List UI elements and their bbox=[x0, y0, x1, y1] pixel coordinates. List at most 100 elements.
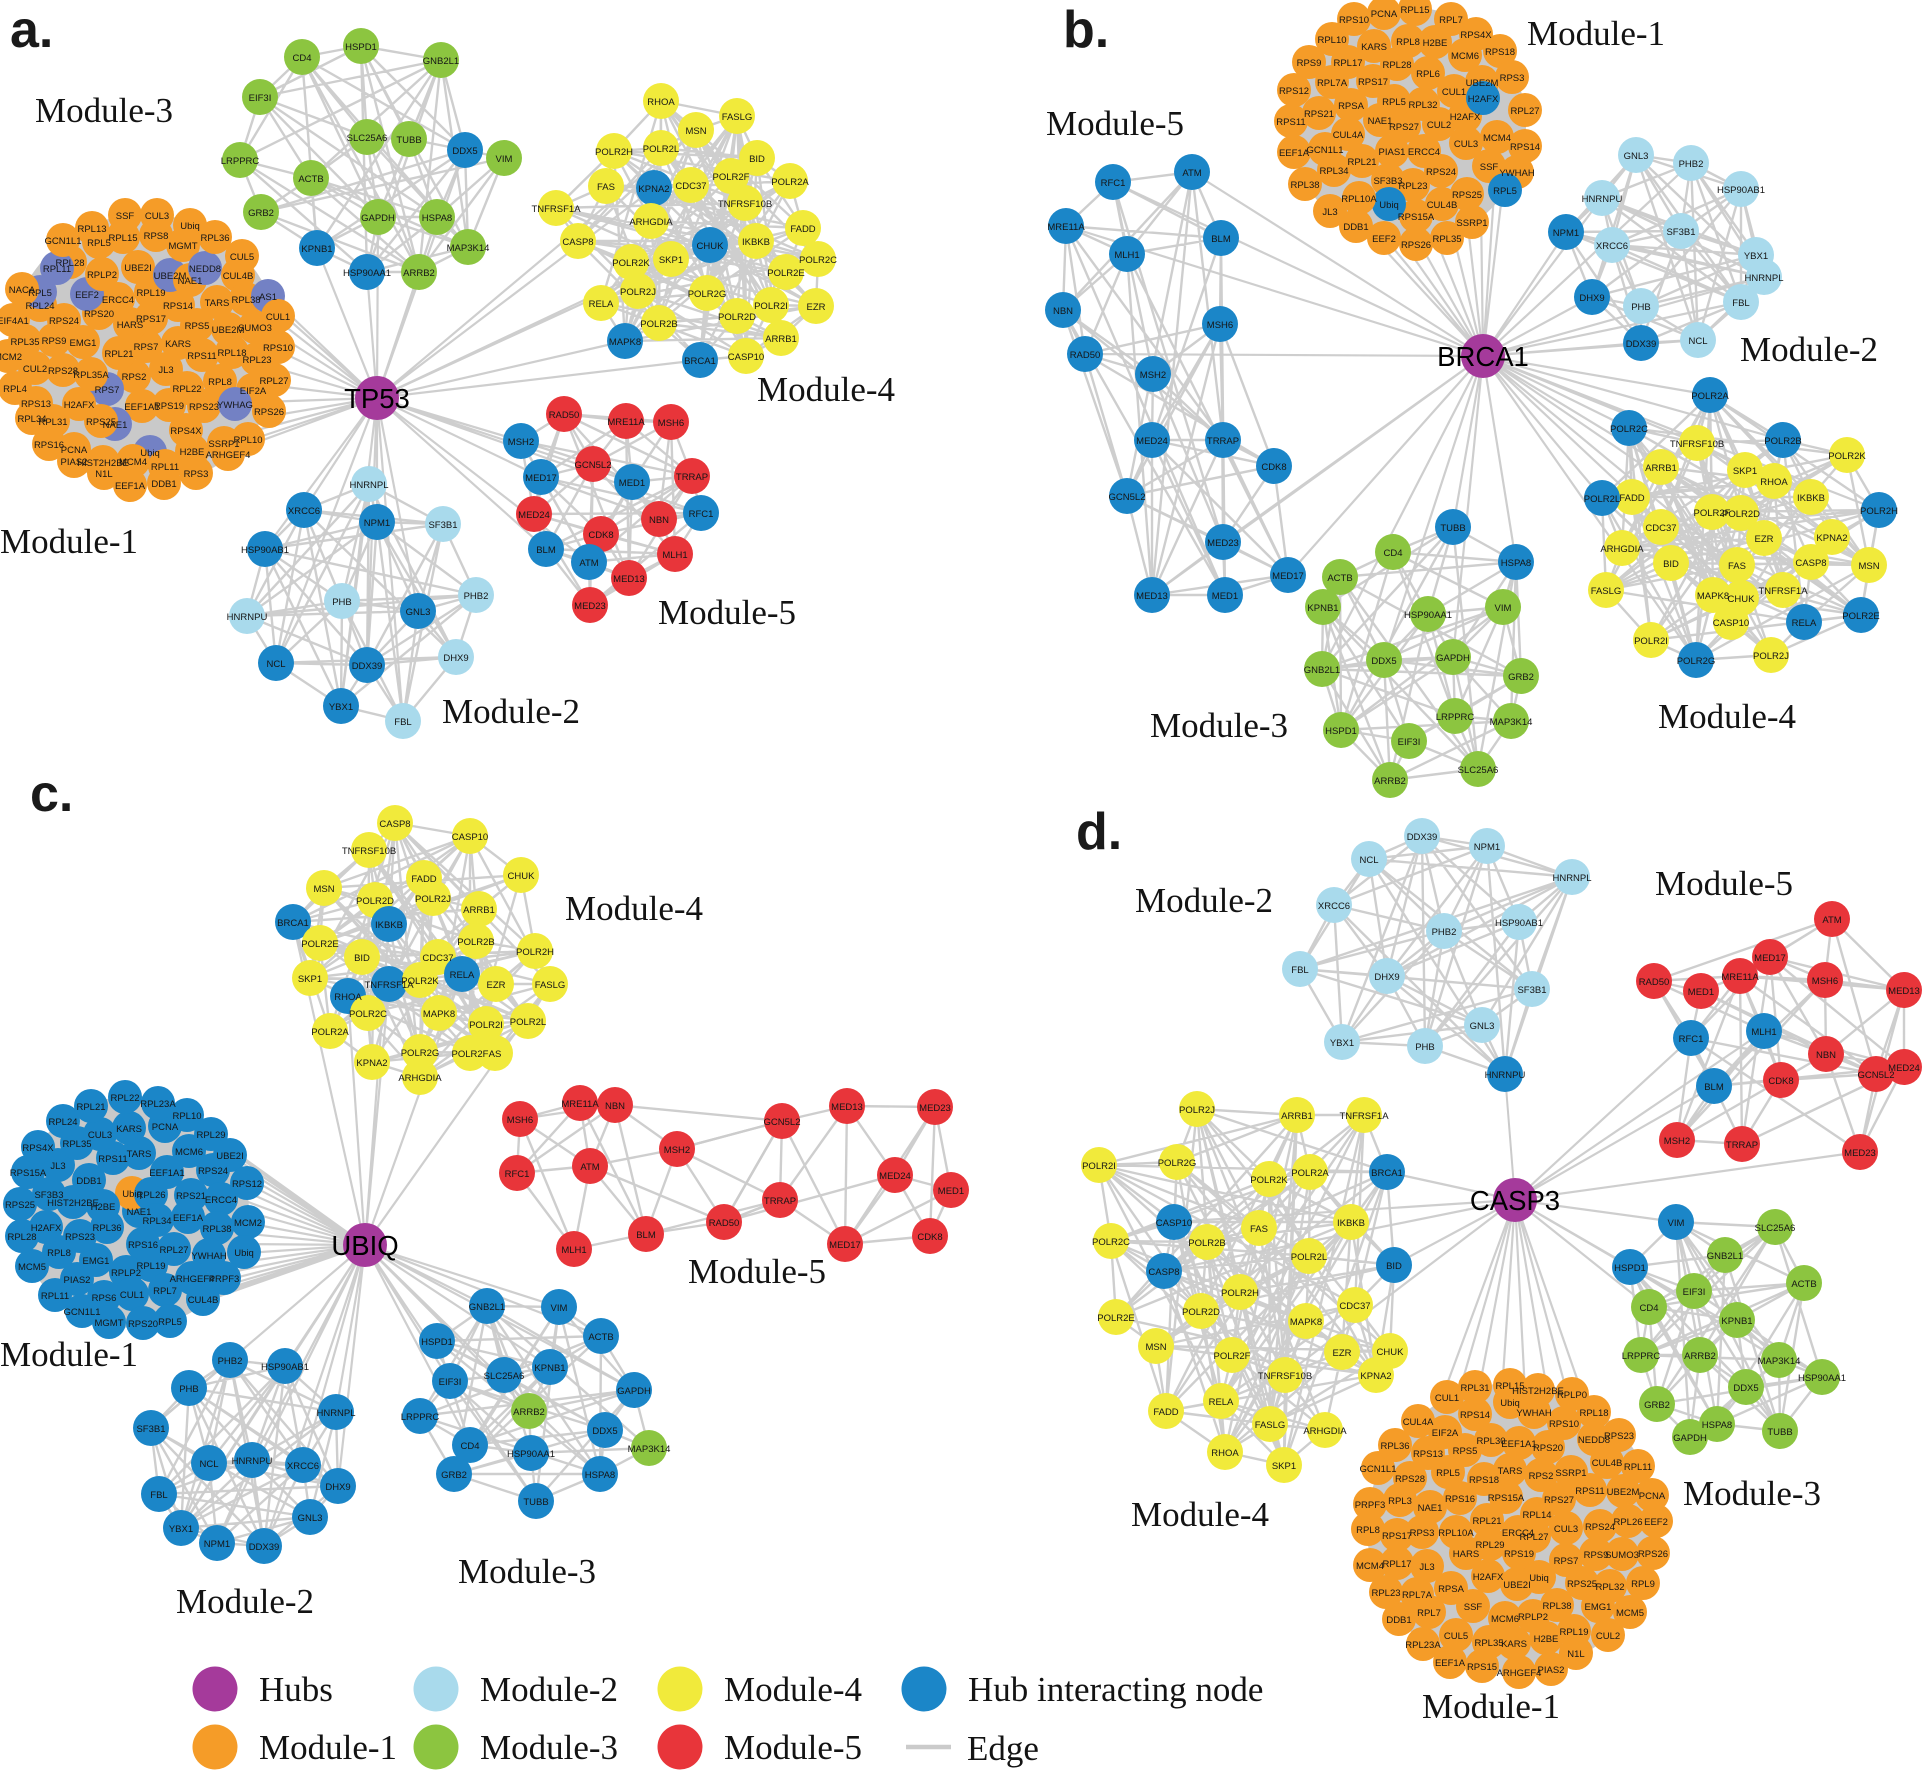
svg-text:TNFRSF10B: TNFRSF10B bbox=[342, 846, 396, 857]
svg-text:RPL29: RPL29 bbox=[196, 1130, 225, 1141]
svg-text:c.: c. bbox=[30, 765, 73, 823]
svg-text:UBE2M: UBE2M bbox=[212, 325, 245, 336]
svg-text:MED1: MED1 bbox=[1212, 591, 1238, 602]
svg-text:Module-5: Module-5 bbox=[688, 1252, 826, 1291]
svg-text:HIST2H2BE: HIST2H2BE bbox=[77, 458, 129, 469]
svg-text:HSP90AA1: HSP90AA1 bbox=[1404, 610, 1452, 621]
svg-text:HNRNPL: HNRNPL bbox=[1552, 873, 1591, 884]
svg-text:CASP10: CASP10 bbox=[1156, 1218, 1192, 1229]
svg-text:H2AFX: H2AFX bbox=[31, 1223, 62, 1234]
svg-text:HNRNPU: HNRNPU bbox=[232, 1456, 273, 1467]
svg-text:RPL18: RPL18 bbox=[1579, 1408, 1608, 1419]
svg-text:RPS26: RPS26 bbox=[254, 407, 284, 418]
svg-text:RPS15A: RPS15A bbox=[1488, 1493, 1525, 1504]
svg-text:EZR: EZR bbox=[1755, 534, 1774, 545]
svg-text:RPS3: RPS3 bbox=[1500, 73, 1525, 84]
svg-text:DDX5: DDX5 bbox=[592, 1426, 617, 1437]
svg-text:GCN5L2: GCN5L2 bbox=[1858, 1070, 1895, 1081]
svg-text:Ubiq: Ubiq bbox=[1500, 1398, 1520, 1409]
svg-text:MAP3K14: MAP3K14 bbox=[1758, 1356, 1801, 1367]
svg-text:MRE11A: MRE11A bbox=[607, 417, 645, 428]
svg-text:DHX9: DHX9 bbox=[1579, 293, 1604, 304]
svg-text:GCN1L1: GCN1L1 bbox=[1360, 1464, 1397, 1475]
svg-text:EEF1A: EEF1A bbox=[1279, 148, 1310, 159]
svg-text:LRPPRC: LRPPRC bbox=[1436, 712, 1475, 723]
svg-text:RPL11: RPL11 bbox=[151, 462, 179, 473]
svg-text:CASP8: CASP8 bbox=[562, 237, 593, 248]
svg-text:NCL: NCL bbox=[199, 1459, 218, 1470]
svg-text:SSF: SSF bbox=[116, 211, 135, 222]
svg-text:ARRB1: ARRB1 bbox=[1645, 463, 1677, 474]
svg-text:CD4: CD4 bbox=[292, 53, 311, 64]
svg-text:GAPDH: GAPDH bbox=[1436, 653, 1470, 664]
svg-text:RPL24: RPL24 bbox=[48, 1117, 77, 1128]
svg-text:VIM: VIM bbox=[1495, 603, 1512, 614]
svg-text:RAD50: RAD50 bbox=[549, 410, 580, 421]
svg-text:RPS27: RPS27 bbox=[1389, 122, 1419, 133]
svg-text:PHB2: PHB2 bbox=[218, 1356, 243, 1367]
svg-text:FADD: FADD bbox=[1619, 493, 1644, 504]
svg-text:GNL3: GNL3 bbox=[298, 1513, 323, 1524]
svg-text:PHB2: PHB2 bbox=[1679, 159, 1704, 170]
svg-text:RPS24: RPS24 bbox=[1585, 1522, 1615, 1533]
svg-text:POLR2L: POLR2L bbox=[510, 1017, 546, 1028]
svg-text:RPS11: RPS11 bbox=[1575, 1486, 1604, 1497]
svg-text:Module-4: Module-4 bbox=[1131, 1495, 1269, 1534]
svg-text:ARHGDIA: ARHGDIA bbox=[1600, 544, 1644, 555]
svg-text:Ubiq: Ubiq bbox=[180, 221, 200, 232]
svg-text:EIF4A1: EIF4A1 bbox=[0, 316, 29, 327]
svg-text:SF3B1: SF3B1 bbox=[136, 1424, 165, 1435]
svg-text:RPL21: RPL21 bbox=[104, 349, 133, 360]
svg-text:CUL4A: CUL4A bbox=[1403, 1417, 1434, 1428]
svg-text:LRPPRC: LRPPRC bbox=[221, 156, 260, 167]
svg-text:HARS: HARS bbox=[1453, 1549, 1479, 1560]
svg-text:MSN: MSN bbox=[685, 126, 706, 137]
svg-text:HSPA8: HSPA8 bbox=[422, 213, 452, 224]
svg-text:POLR2E: POLR2E bbox=[1097, 1313, 1135, 1324]
svg-text:MED13: MED13 bbox=[1888, 986, 1920, 997]
svg-text:HARS: HARS bbox=[117, 320, 143, 331]
svg-text:CUL2: CUL2 bbox=[23, 364, 47, 375]
svg-text:NAE1: NAE1 bbox=[178, 276, 203, 287]
svg-text:Module-2: Module-2 bbox=[176, 1582, 314, 1621]
svg-text:RPL34: RPL34 bbox=[142, 1216, 171, 1227]
svg-text:FBL: FBL bbox=[150, 1490, 167, 1501]
svg-text:RPS13: RPS13 bbox=[21, 399, 51, 410]
svg-text:RPL38: RPL38 bbox=[231, 295, 260, 306]
svg-text:CUL4A: CUL4A bbox=[1333, 130, 1364, 141]
svg-text:YBX1: YBX1 bbox=[1744, 251, 1768, 262]
svg-text:RPL11: RPL11 bbox=[41, 1291, 69, 1302]
svg-text:H2AFX: H2AFX bbox=[64, 400, 95, 411]
svg-text:RPS8: RPS8 bbox=[144, 231, 169, 242]
svg-text:ARRB1: ARRB1 bbox=[1281, 1111, 1313, 1122]
svg-text:POLR2D: POLR2D bbox=[1722, 509, 1760, 520]
svg-text:DDB1: DDB1 bbox=[151, 479, 176, 490]
svg-text:EEF1A1: EEF1A1 bbox=[1501, 1439, 1536, 1450]
svg-text:ARRB2: ARRB2 bbox=[1684, 1351, 1716, 1362]
svg-text:CUL3: CUL3 bbox=[1554, 1524, 1578, 1535]
svg-text:MCM4: MCM4 bbox=[119, 457, 147, 468]
svg-text:BID: BID bbox=[1386, 1261, 1402, 1272]
svg-text:HNRNPL: HNRNPL bbox=[1744, 273, 1783, 284]
svg-text:HSPD1: HSPD1 bbox=[1614, 1263, 1646, 1274]
svg-text:Module-2: Module-2 bbox=[1135, 881, 1273, 920]
svg-text:CUL4B: CUL4B bbox=[223, 271, 254, 282]
svg-text:MED13: MED13 bbox=[613, 574, 645, 585]
svg-text:EMG1: EMG1 bbox=[83, 1256, 110, 1267]
svg-text:RPS23: RPS23 bbox=[189, 402, 219, 413]
svg-text:JL3: JL3 bbox=[1322, 207, 1337, 218]
svg-text:RPL30: RPL30 bbox=[1476, 1436, 1505, 1447]
svg-text:NPM1: NPM1 bbox=[204, 1539, 230, 1550]
svg-text:ATM: ATM bbox=[580, 1162, 599, 1173]
svg-text:a.: a. bbox=[10, 1, 53, 59]
svg-text:RPSA: RPSA bbox=[1438, 1584, 1465, 1595]
svg-text:RPL35: RPL35 bbox=[10, 337, 39, 348]
svg-text:GAPDH: GAPDH bbox=[1673, 1433, 1707, 1444]
svg-text:RPS4X: RPS4X bbox=[170, 426, 202, 437]
svg-text:RPL26: RPL26 bbox=[136, 1190, 165, 1201]
svg-text:GRB2: GRB2 bbox=[248, 208, 274, 219]
svg-text:RPL18: RPL18 bbox=[217, 348, 246, 359]
svg-text:SF3B1: SF3B1 bbox=[428, 520, 457, 531]
svg-text:GNB2L1: GNB2L1 bbox=[1707, 1251, 1743, 1262]
svg-text:Module-5: Module-5 bbox=[1655, 864, 1793, 903]
